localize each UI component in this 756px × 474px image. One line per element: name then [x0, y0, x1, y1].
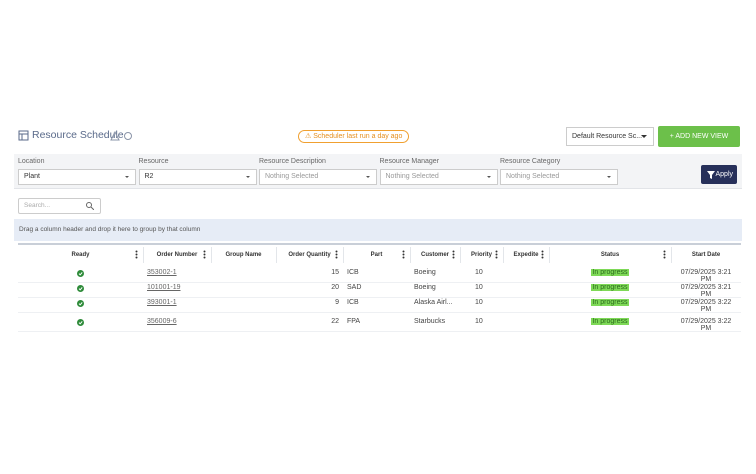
column-divider	[460, 247, 461, 263]
column-header: Order Number	[156, 252, 198, 258]
cell-quantity: 9	[335, 299, 339, 306]
add-view-button[interactable]: + ADD NEW VIEW	[658, 126, 740, 147]
filter-select[interactable]: Plant	[18, 169, 136, 185]
status-badge: In progress	[591, 284, 629, 291]
ready-icon	[77, 270, 84, 277]
column-divider	[671, 247, 672, 263]
search-input[interactable]: Search...	[18, 198, 101, 214]
column-menu[interactable]	[495, 250, 498, 259]
table-header	[18, 243, 741, 265]
column-header: Priority	[470, 252, 492, 258]
cell-quantity: 22	[331, 318, 339, 325]
status-cell: In progress	[553, 299, 667, 306]
column-menu[interactable]	[203, 250, 206, 259]
column-divider	[211, 247, 212, 263]
column-menu[interactable]	[335, 250, 338, 259]
filter-label: Resource	[138, 158, 169, 165]
column-divider	[276, 247, 277, 263]
status-cell: In progress	[553, 269, 667, 276]
apply-label: Apply	[715, 171, 733, 178]
order-link[interactable]: 393001-1	[147, 299, 177, 306]
cell-customer: Boeing	[414, 284, 436, 291]
column-header: Group Name	[225, 252, 262, 258]
apply-button[interactable]: Apply	[701, 165, 737, 184]
order-link[interactable]: 356009-6	[147, 318, 177, 325]
column-divider	[343, 247, 344, 263]
filter-select[interactable]: Nothing Selected	[259, 169, 377, 185]
column-header: Part	[370, 252, 383, 258]
ready-icon	[77, 285, 84, 292]
cell-start: 07/29/2025 3:22 PM	[680, 299, 732, 313]
column-header: Order Quantity	[288, 252, 331, 258]
row-line	[18, 331, 741, 332]
filter-select[interactable]: Nothing Selected	[500, 169, 618, 185]
column-header: Customer	[420, 252, 449, 258]
status-cell: In progress	[553, 284, 667, 291]
cell-part: ICB	[347, 269, 359, 276]
column-divider	[410, 247, 411, 263]
column-menu[interactable]	[663, 250, 666, 259]
cell-customer: Starbucks	[414, 318, 446, 325]
column-header: Start Date	[691, 252, 721, 258]
filter-label: Location	[18, 158, 45, 165]
search-placeholder: Search...	[24, 202, 51, 209]
cell-part: ICB	[347, 299, 359, 306]
filter-label: Resource Description	[259, 158, 326, 165]
cell-part: SAD	[347, 284, 362, 291]
notice-text: Scheduler last run a day ago	[313, 133, 403, 140]
cell-priority: 10	[475, 284, 483, 291]
column-header: Ready	[71, 252, 90, 258]
cell-start: 07/29/2025 3:22 PM	[680, 318, 732, 332]
cell-customer: Alaska Airl...	[414, 299, 453, 306]
row-line	[18, 312, 741, 313]
notice-icon: ⚠	[305, 133, 314, 140]
ready-icon	[77, 319, 84, 326]
column-header: Status	[600, 252, 620, 258]
group-panel: Drag a column header and drop it here to…	[14, 219, 742, 241]
cell-quantity: 20	[331, 284, 339, 291]
status-badge: In progress	[591, 269, 629, 276]
status-badge: In progress	[591, 299, 629, 306]
column-divider	[549, 247, 550, 263]
cell-part: FPA	[347, 318, 361, 325]
search-icon	[86, 202, 94, 210]
column-menu[interactable]	[402, 250, 405, 259]
filter-label: Resource Category	[500, 158, 561, 165]
page-title: Resource Schedule	[32, 129, 124, 141]
schedule-icon	[18, 130, 29, 141]
cell-quantity: 15	[331, 269, 339, 276]
status-cell: In progress	[553, 318, 667, 325]
header-icons	[110, 131, 132, 141]
filter-icon	[707, 171, 715, 179]
cell-start: 07/29/2025 3:21 PM	[680, 269, 732, 283]
row-line	[18, 297, 741, 298]
cell-start: 07/29/2025 3:21 PM	[680, 284, 732, 298]
cell-priority: 10	[475, 269, 483, 276]
row-line	[18, 282, 741, 283]
ready-icon	[77, 300, 84, 307]
cell-customer: Boeing	[414, 269, 436, 276]
column-menu[interactable]	[135, 250, 138, 259]
status-badge: In progress	[591, 318, 629, 325]
scheduler-notice: ⚠ Scheduler last run a day ago	[298, 130, 410, 143]
filter-label: Resource Manager	[379, 158, 440, 165]
filter-select[interactable]: Nothing Selected	[379, 169, 498, 185]
column-menu[interactable]	[452, 250, 455, 259]
cell-priority: 10	[475, 318, 483, 325]
order-link[interactable]: 101001-19	[147, 284, 181, 291]
cell-priority: 10	[475, 299, 483, 306]
filter-select[interactable]: R2	[138, 169, 257, 185]
column-header: Expedite	[513, 252, 539, 258]
view-select[interactable]: Default Resource Sc...	[566, 127, 654, 146]
column-divider	[143, 247, 144, 263]
column-divider	[503, 247, 504, 263]
column-menu[interactable]	[541, 250, 544, 259]
order-link[interactable]: 353002-1	[147, 269, 177, 276]
